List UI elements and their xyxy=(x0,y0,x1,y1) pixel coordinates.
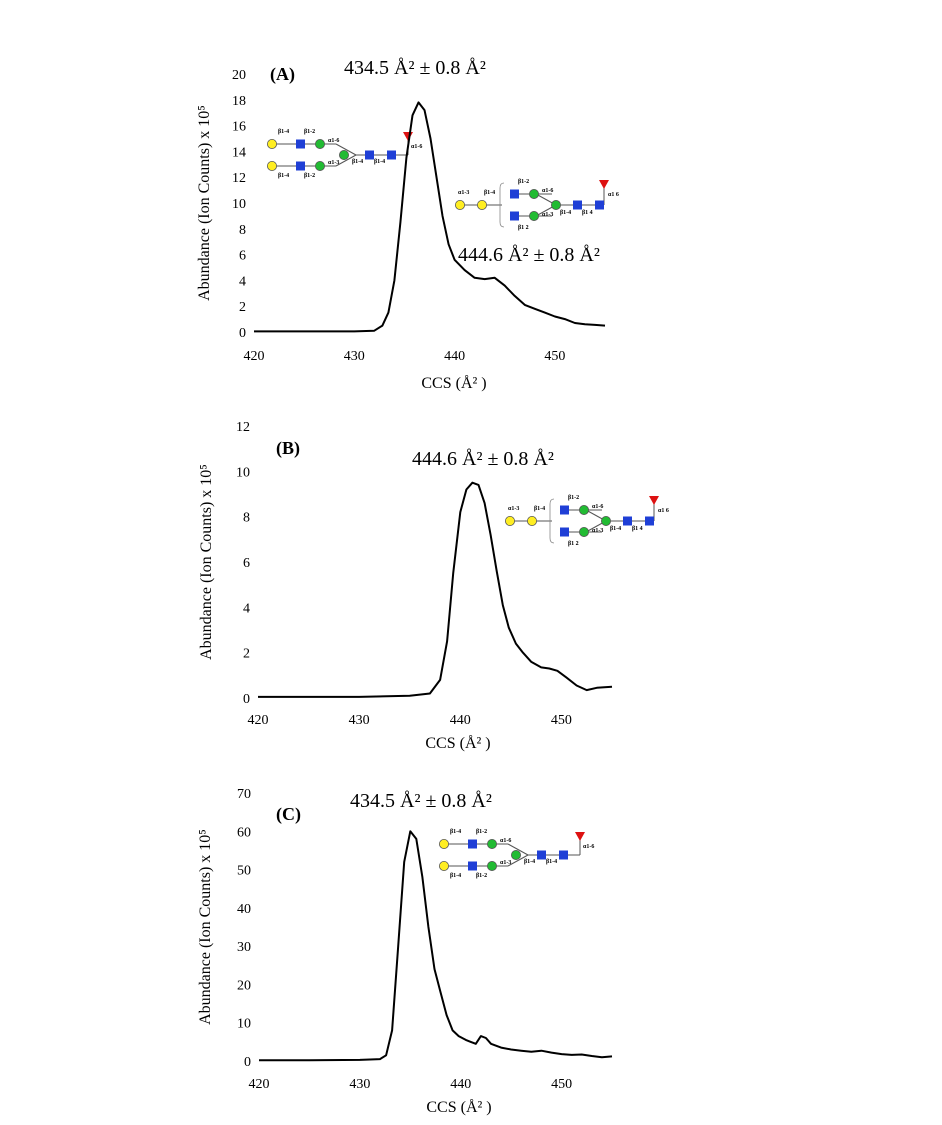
annotation-peak-1: 434.5 Å² ± 0.8 Å² xyxy=(344,57,486,79)
y-tick-label: 30 xyxy=(237,940,251,955)
y-tick-label: 2 xyxy=(239,300,246,315)
x-tick-label: 430 xyxy=(344,349,365,364)
y-tick-label: 18 xyxy=(232,94,246,109)
y-tick-label: 0 xyxy=(243,692,250,707)
y-tick-label: 16 xyxy=(232,120,246,135)
x-axis-label: CCS (Å² ) xyxy=(425,734,490,752)
x-tick-label: 420 xyxy=(249,1077,270,1092)
series-line xyxy=(259,830,613,1062)
y-tick-label: 6 xyxy=(239,249,246,264)
glycan-structure-icon xyxy=(266,128,423,180)
x-tick-label: 430 xyxy=(349,713,370,728)
x-tick-label: 420 xyxy=(244,349,265,364)
y-tick-label: 8 xyxy=(239,223,246,238)
x-tick-label: 440 xyxy=(450,713,471,728)
y-tick-label: 2 xyxy=(243,647,250,662)
y-tick-label: 4 xyxy=(243,601,250,616)
y-tick-label: 14 xyxy=(232,145,246,160)
annotation-peak-1: 444.6 Å² ± 0.8 Å² xyxy=(412,448,554,470)
x-axis-label: CCS (Å² ) xyxy=(426,1098,491,1116)
y-axis-label: Abundance (Ion Counts) x 10⁵ xyxy=(197,829,214,1025)
x-tick-label: 430 xyxy=(349,1077,370,1092)
y-tick-label: 0 xyxy=(239,326,246,341)
panel-b: (B) 444.6 Å² ± 0.8 Å² 0 2 4 6 8 10 12 420 430 440… xyxy=(198,420,670,752)
y-tick-label: 40 xyxy=(237,902,251,917)
glycan-structure-icon xyxy=(438,828,595,880)
series-line xyxy=(254,101,606,333)
y-tick-label: 10 xyxy=(232,197,246,212)
y-tick-label: 20 xyxy=(237,978,251,993)
y-tick-label: 0 xyxy=(244,1055,251,1070)
y-tick-label: 10 xyxy=(236,465,250,480)
x-tick-label: 440 xyxy=(444,349,465,364)
panel-a: (A) 434.5 Å² ± 0.8 Å² 444.6 Å² ± 0.8 Å² … xyxy=(196,57,620,392)
y-tick-label: 20 xyxy=(232,68,246,83)
panel-c: (C) 434.5 Å² ± 0.8 Å² 0 10 20 30 40 50 60 70 420… xyxy=(197,787,613,1116)
y-axis-label: Abundance (Ion Counts) x 10⁵ xyxy=(196,105,213,301)
x-tick-label: 420 xyxy=(248,713,269,728)
panel-label: (A) xyxy=(270,64,295,85)
y-tick-label: 60 xyxy=(237,825,251,840)
annotation-peak-1: 434.5 Å² ± 0.8 Å² xyxy=(350,790,492,812)
annotation-peak-2: 444.6 Å² ± 0.8 Å² xyxy=(458,244,600,266)
y-axis-label: Abundance (Ion Counts) x 10⁵ xyxy=(198,464,215,660)
y-tick-label: 6 xyxy=(243,556,250,571)
y-tick-label: 12 xyxy=(236,420,250,435)
x-axis-label: CCS (Å² ) xyxy=(421,374,486,392)
x-tick-label: 450 xyxy=(551,1077,572,1092)
y-tick-label: 12 xyxy=(232,171,246,186)
panel-label: (C) xyxy=(276,804,301,825)
series-line xyxy=(258,481,613,698)
x-tick-label: 450 xyxy=(551,713,572,728)
x-tick-label: 440 xyxy=(450,1077,471,1092)
glycan-structure-alpha-gal-icon xyxy=(504,494,670,548)
y-tick-label: 10 xyxy=(237,1017,251,1032)
panel-label: (B) xyxy=(276,438,300,459)
glycan-structure-alpha-gal-icon xyxy=(454,178,620,232)
y-tick-label: 50 xyxy=(237,864,251,879)
y-tick-label: 70 xyxy=(237,787,251,802)
y-tick-label: 8 xyxy=(243,511,250,526)
y-tick-label: 4 xyxy=(239,274,246,289)
x-tick-label: 450 xyxy=(544,349,565,364)
